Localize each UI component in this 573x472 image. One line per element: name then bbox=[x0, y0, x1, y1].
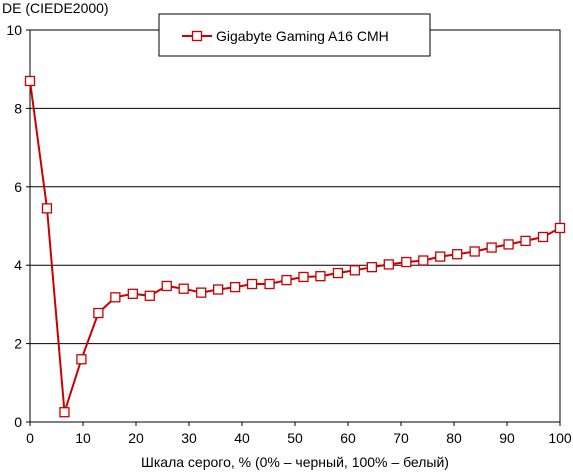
data-point bbox=[59, 407, 70, 418]
x-tick-label: 90 bbox=[499, 430, 515, 446]
data-point bbox=[229, 282, 241, 293]
data-point bbox=[264, 278, 275, 290]
data-point bbox=[486, 242, 497, 253]
x-axis-label: Шкала серого, % (0% – черный, 100% – бел… bbox=[141, 454, 449, 470]
data-point bbox=[452, 249, 463, 260]
data-point bbox=[127, 288, 138, 299]
y-tick-label: 8 bbox=[14, 100, 22, 116]
data-point bbox=[93, 307, 104, 319]
data-point bbox=[178, 283, 189, 294]
data-point bbox=[469, 246, 480, 257]
data-point bbox=[298, 271, 309, 283]
y-tick-label: 10 bbox=[6, 22, 22, 38]
data-point bbox=[196, 287, 207, 298]
data-point bbox=[537, 231, 549, 243]
legend-label: Gigabyte Gaming A16 CMH bbox=[216, 28, 389, 44]
data-point bbox=[110, 292, 121, 303]
x-tick-label: 30 bbox=[181, 430, 197, 446]
x-tick-label: 20 bbox=[128, 430, 144, 446]
data-point bbox=[554, 222, 566, 234]
x-tick-label: 70 bbox=[393, 430, 409, 446]
data-point bbox=[332, 267, 344, 279]
x-tick-label: 40 bbox=[234, 430, 250, 446]
x-tick-label: 100 bbox=[548, 430, 572, 446]
x-tick-label: 60 bbox=[340, 430, 356, 446]
data-point bbox=[435, 251, 446, 262]
data-point bbox=[520, 235, 531, 247]
y-axis-label: DE (CIEDE2000) bbox=[2, 0, 109, 16]
data-point bbox=[246, 278, 258, 290]
x-tick-label: 50 bbox=[287, 430, 303, 446]
x-tick-label: 10 bbox=[75, 430, 91, 446]
plot-area bbox=[29, 29, 561, 423]
data-point bbox=[161, 280, 172, 292]
y-tick-label: 2 bbox=[14, 336, 22, 352]
data-point bbox=[212, 284, 224, 295]
data-point bbox=[41, 203, 53, 214]
data-point bbox=[24, 75, 36, 87]
x-tick-label: 0 bbox=[26, 430, 34, 446]
y-tick-label: 0 bbox=[14, 414, 22, 430]
data-point bbox=[315, 271, 326, 282]
data-point bbox=[349, 265, 361, 276]
series-line bbox=[29, 80, 561, 413]
data-point bbox=[418, 255, 429, 266]
legend: Gigabyte Gaming A16 CMH bbox=[158, 13, 431, 57]
x-tick-label: 80 bbox=[446, 430, 462, 446]
y-tick-label: 4 bbox=[14, 257, 22, 273]
data-point bbox=[366, 262, 378, 273]
legend-marker bbox=[191, 30, 203, 42]
series-group bbox=[24, 75, 566, 418]
data-point bbox=[281, 274, 292, 286]
data-point bbox=[503, 239, 514, 250]
data-point bbox=[144, 290, 155, 301]
data-point bbox=[383, 259, 394, 270]
data-point bbox=[76, 354, 87, 365]
data-point bbox=[401, 256, 412, 268]
grid-lines bbox=[30, 107, 560, 345]
y-tick-label: 6 bbox=[14, 179, 22, 195]
